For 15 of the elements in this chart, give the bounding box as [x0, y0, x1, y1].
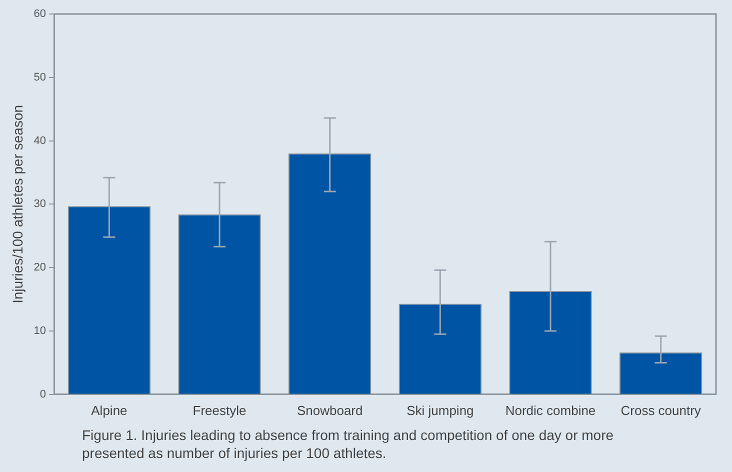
x-tick-label: Ski jumping: [406, 402, 474, 418]
y-axis-title: Injuries/100 athletes per season: [9, 104, 26, 304]
y-tick-label: 10: [34, 325, 46, 338]
x-tick-label: Alpine: [91, 402, 128, 418]
y-tick-label: 60: [34, 8, 46, 20]
caption: Figure 1. Injuries leading to absence from training and competition of one day or more presented as number of injuries per 100 athletes.: [82, 426, 615, 462]
x-tick-label: Freestyle: [192, 402, 246, 418]
y-tick-label: 40: [34, 134, 46, 147]
x-tick-label: Cross country: [620, 402, 702, 418]
y-tick-label: 20: [34, 262, 46, 274]
y-tick-label: 30: [34, 198, 46, 210]
y-tick-label: 0: [40, 388, 46, 400]
x-tick-label: Nordic combine: [505, 402, 596, 418]
x-tick-label: Snowboard: [296, 402, 363, 418]
y-tick-label: 50: [34, 71, 46, 84]
